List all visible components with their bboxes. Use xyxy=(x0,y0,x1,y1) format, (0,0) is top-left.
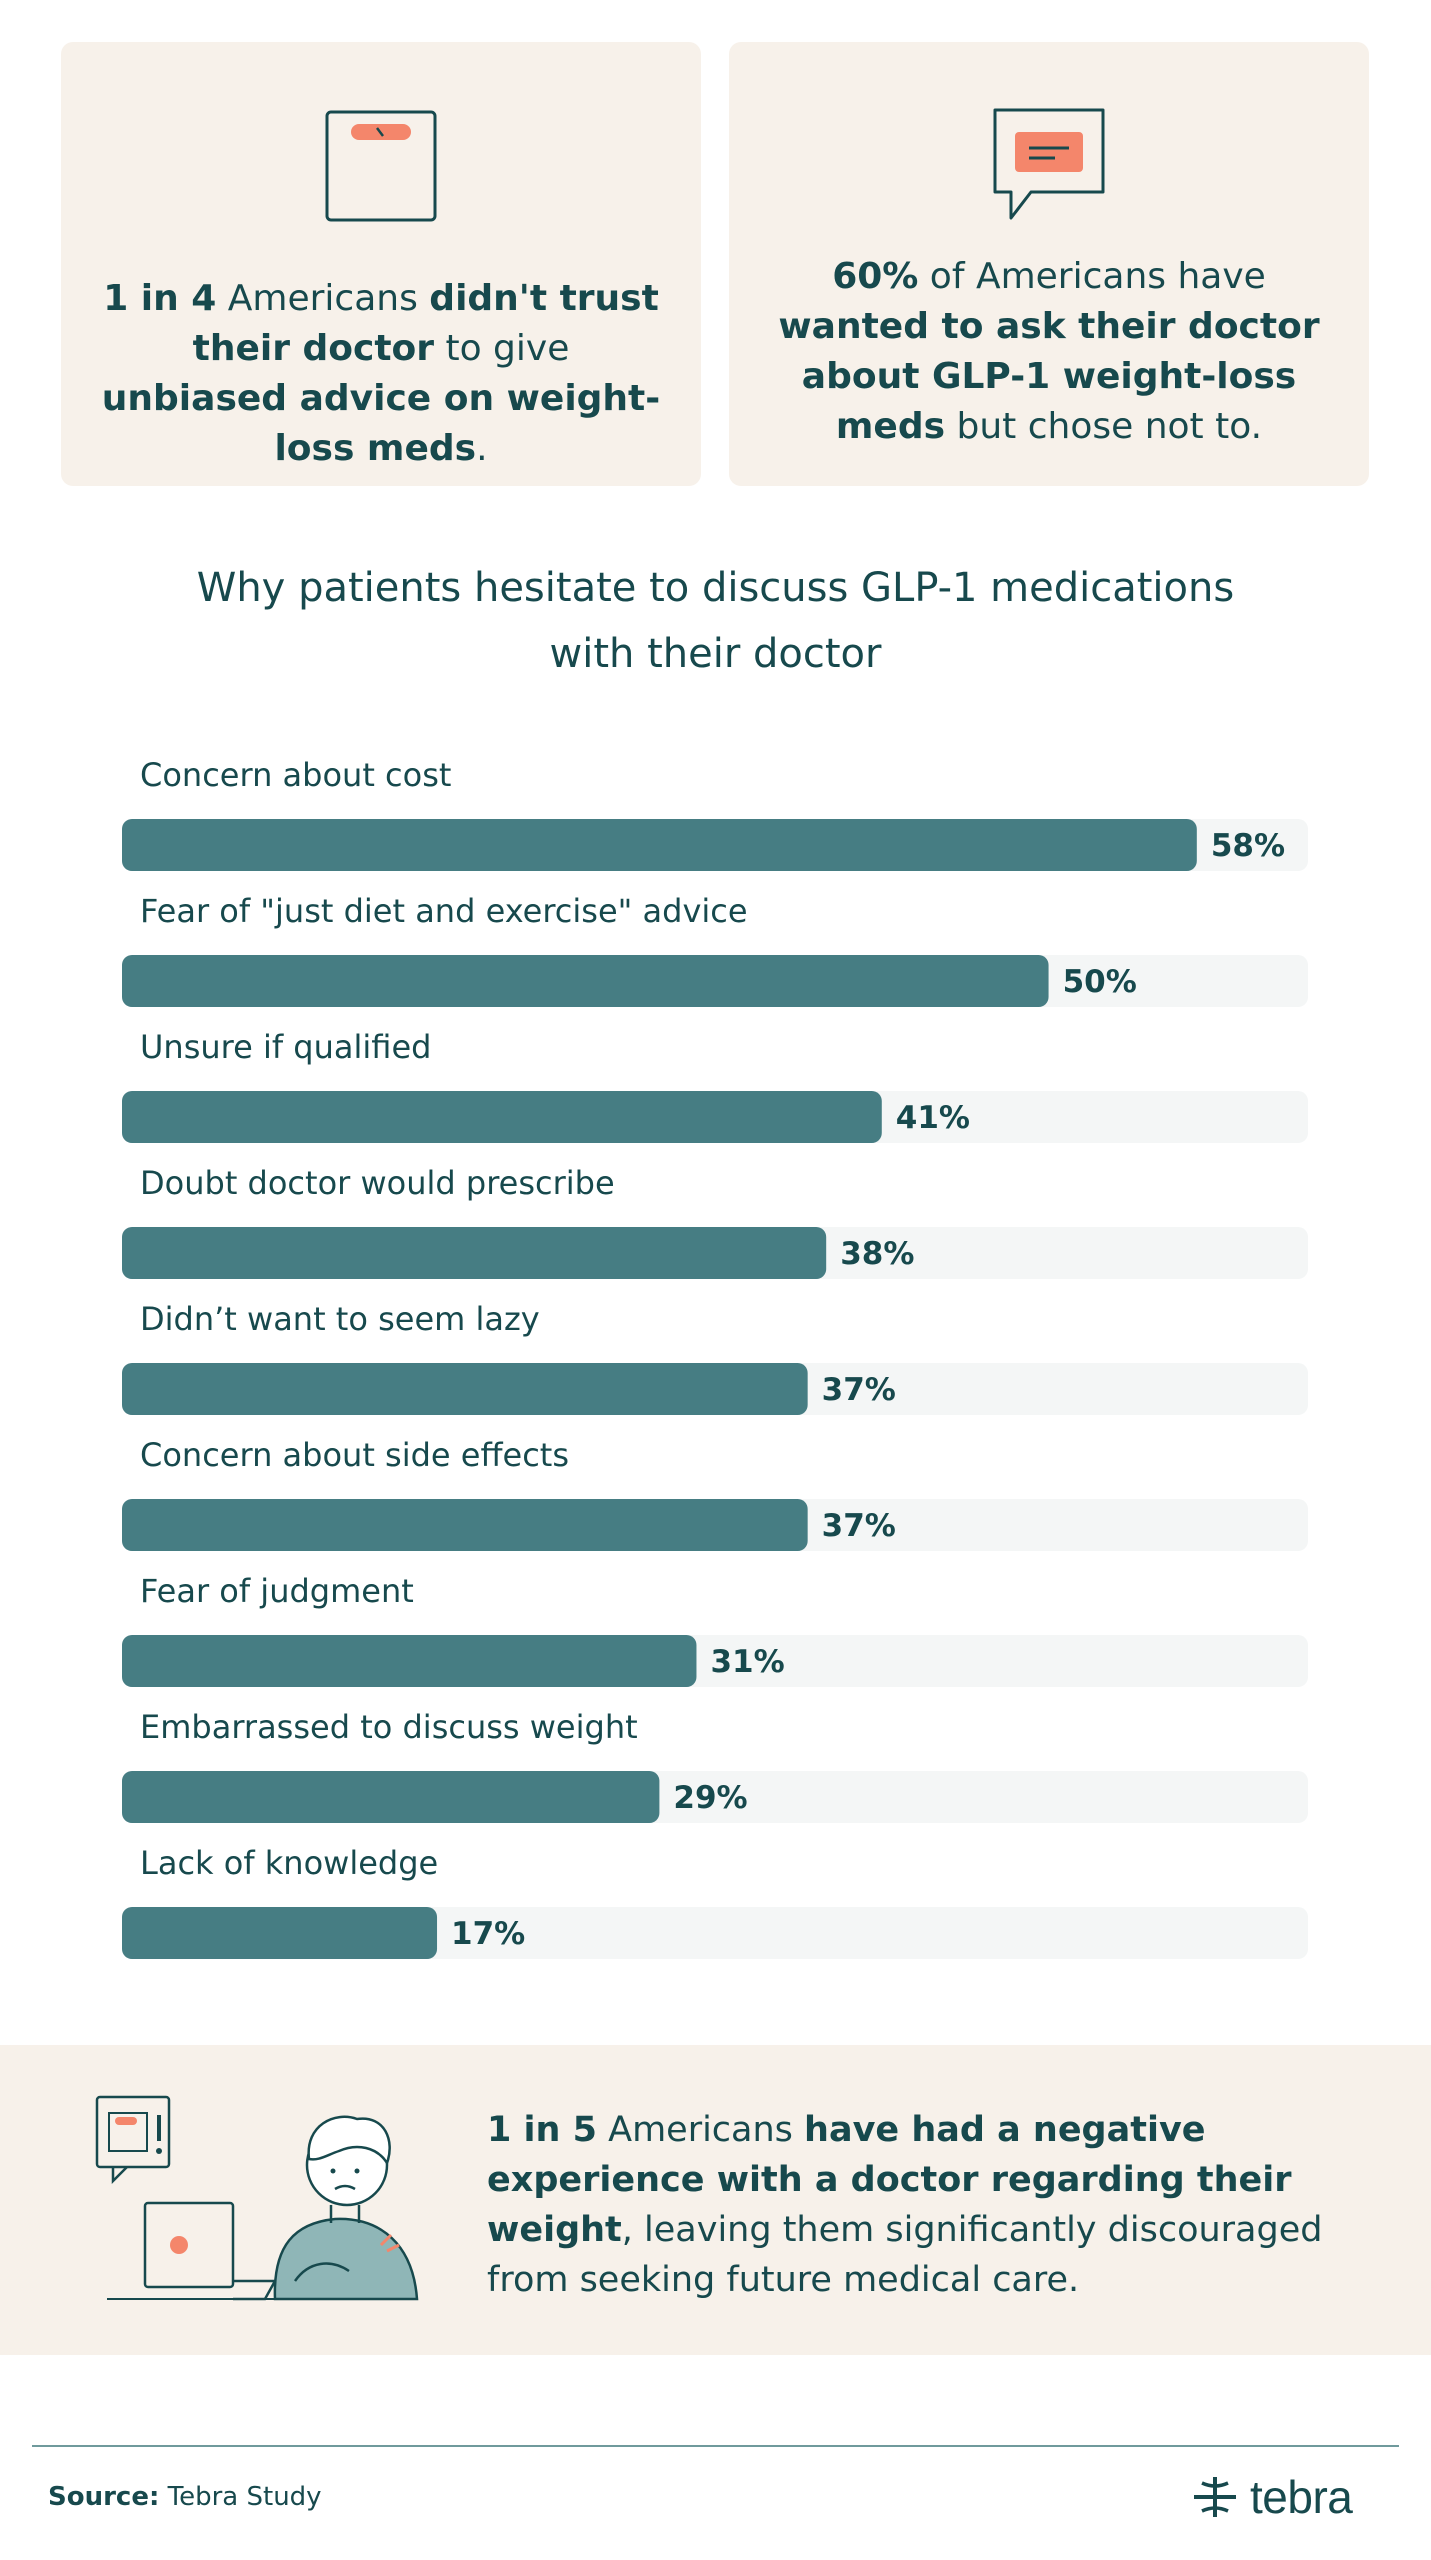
bar xyxy=(122,819,1197,871)
stat-left-part-5: . xyxy=(476,428,488,469)
stat-right-part-3: but chose not to. xyxy=(945,406,1263,447)
stat-left-part-0: 1 in 4 xyxy=(103,278,217,319)
chart-title-line-1: Why patients hesitate to discuss GLP-1 m… xyxy=(196,565,1235,611)
stat-right-part-2: wanted to ask their doctor about GLP-1 w… xyxy=(778,306,1320,447)
chart-title: Why patients hesitate to discuss GLP-1 m… xyxy=(0,555,1431,687)
stat-left-part-3: to give xyxy=(434,328,570,369)
banner-part-1: Americans xyxy=(597,2110,805,2150)
insight-banner: 1 in 5 Americans have had a negative exp… xyxy=(0,2045,1431,2355)
stat-left-part-1: Americans xyxy=(216,278,430,319)
value-label: 37% xyxy=(822,1508,896,1544)
stat-left-part-2: didn't trust their doctor xyxy=(192,278,659,369)
category-label: Embarrassed to discuss weight xyxy=(140,1708,638,1746)
value-label: 29% xyxy=(673,1780,747,1816)
banner-part-3: , leaving them significantly discouraged… xyxy=(487,2210,1323,2300)
value-label: 58% xyxy=(1211,828,1285,864)
bar-chart: Concern about cost 58% Fear of "just diet … xyxy=(122,756,1308,1959)
value-label: 37% xyxy=(822,1372,896,1408)
bar xyxy=(122,1091,882,1143)
value-label: 38% xyxy=(840,1236,914,1272)
bar xyxy=(122,1771,660,1823)
bar xyxy=(122,1363,808,1415)
value-label: 31% xyxy=(710,1644,784,1680)
value-label: 50% xyxy=(1063,964,1137,1000)
category-label: Fear of "just diet and exercise" advice xyxy=(140,892,748,930)
bar xyxy=(122,1499,808,1551)
category-label: Concern about cost xyxy=(140,756,451,794)
stat-right-part-0: 60% xyxy=(832,256,919,297)
stat-card-trust: 1 in 4 Americans didn't trust their doct… xyxy=(61,42,701,486)
stat-text-trust: 1 in 4 Americans didn't trust their doct… xyxy=(101,274,661,474)
source-label: Source: xyxy=(48,2482,160,2512)
banner-part-0: 1 in 5 xyxy=(487,2110,597,2150)
chat-bubble-icon xyxy=(989,106,1109,226)
stat-right-part-1: of Americans have xyxy=(918,256,1266,297)
source-value: Tebra Study xyxy=(167,2482,322,2512)
stat-left-part-4: unbiased advice on weight-loss meds xyxy=(101,378,661,469)
tebra-logo: tebra xyxy=(1192,2470,1353,2524)
category-label: Didn’t want to seem lazy xyxy=(140,1300,540,1338)
category-label: Concern about side effects xyxy=(140,1436,569,1474)
insight-text: 1 in 5 Americans have had a negative exp… xyxy=(487,2105,1337,2305)
person-at-laptop-icon xyxy=(95,2085,435,2319)
stat-text-hesitation: 60% of Americans have wanted to ask thei… xyxy=(769,252,1329,452)
category-label: Fear of judgment xyxy=(140,1572,414,1610)
bar xyxy=(122,1227,827,1279)
value-label: 41% xyxy=(896,1100,970,1136)
tebra-logo-text: tebra xyxy=(1250,2471,1353,2523)
bar xyxy=(122,1907,438,1959)
bar xyxy=(122,955,1049,1007)
banner-part-2: have had a negative experience with a do… xyxy=(487,2110,1292,2250)
stat-card-hesitation: 60% of Americans have wanted to ask thei… xyxy=(729,42,1369,486)
source-note: Source: Tebra Study xyxy=(48,2482,322,2512)
category-label: Unsure if qualified xyxy=(140,1028,431,1066)
scale-icon xyxy=(325,110,437,230)
tebra-logo-icon xyxy=(1194,2477,1236,2517)
value-label: 17% xyxy=(451,1916,525,1952)
category-label: Lack of knowledge xyxy=(140,1844,438,1882)
chart-title-line-2: with their doctor xyxy=(549,631,882,677)
category-label: Doubt doctor would prescribe xyxy=(140,1164,615,1202)
footer-divider xyxy=(32,2445,1399,2447)
bar xyxy=(122,1635,697,1687)
